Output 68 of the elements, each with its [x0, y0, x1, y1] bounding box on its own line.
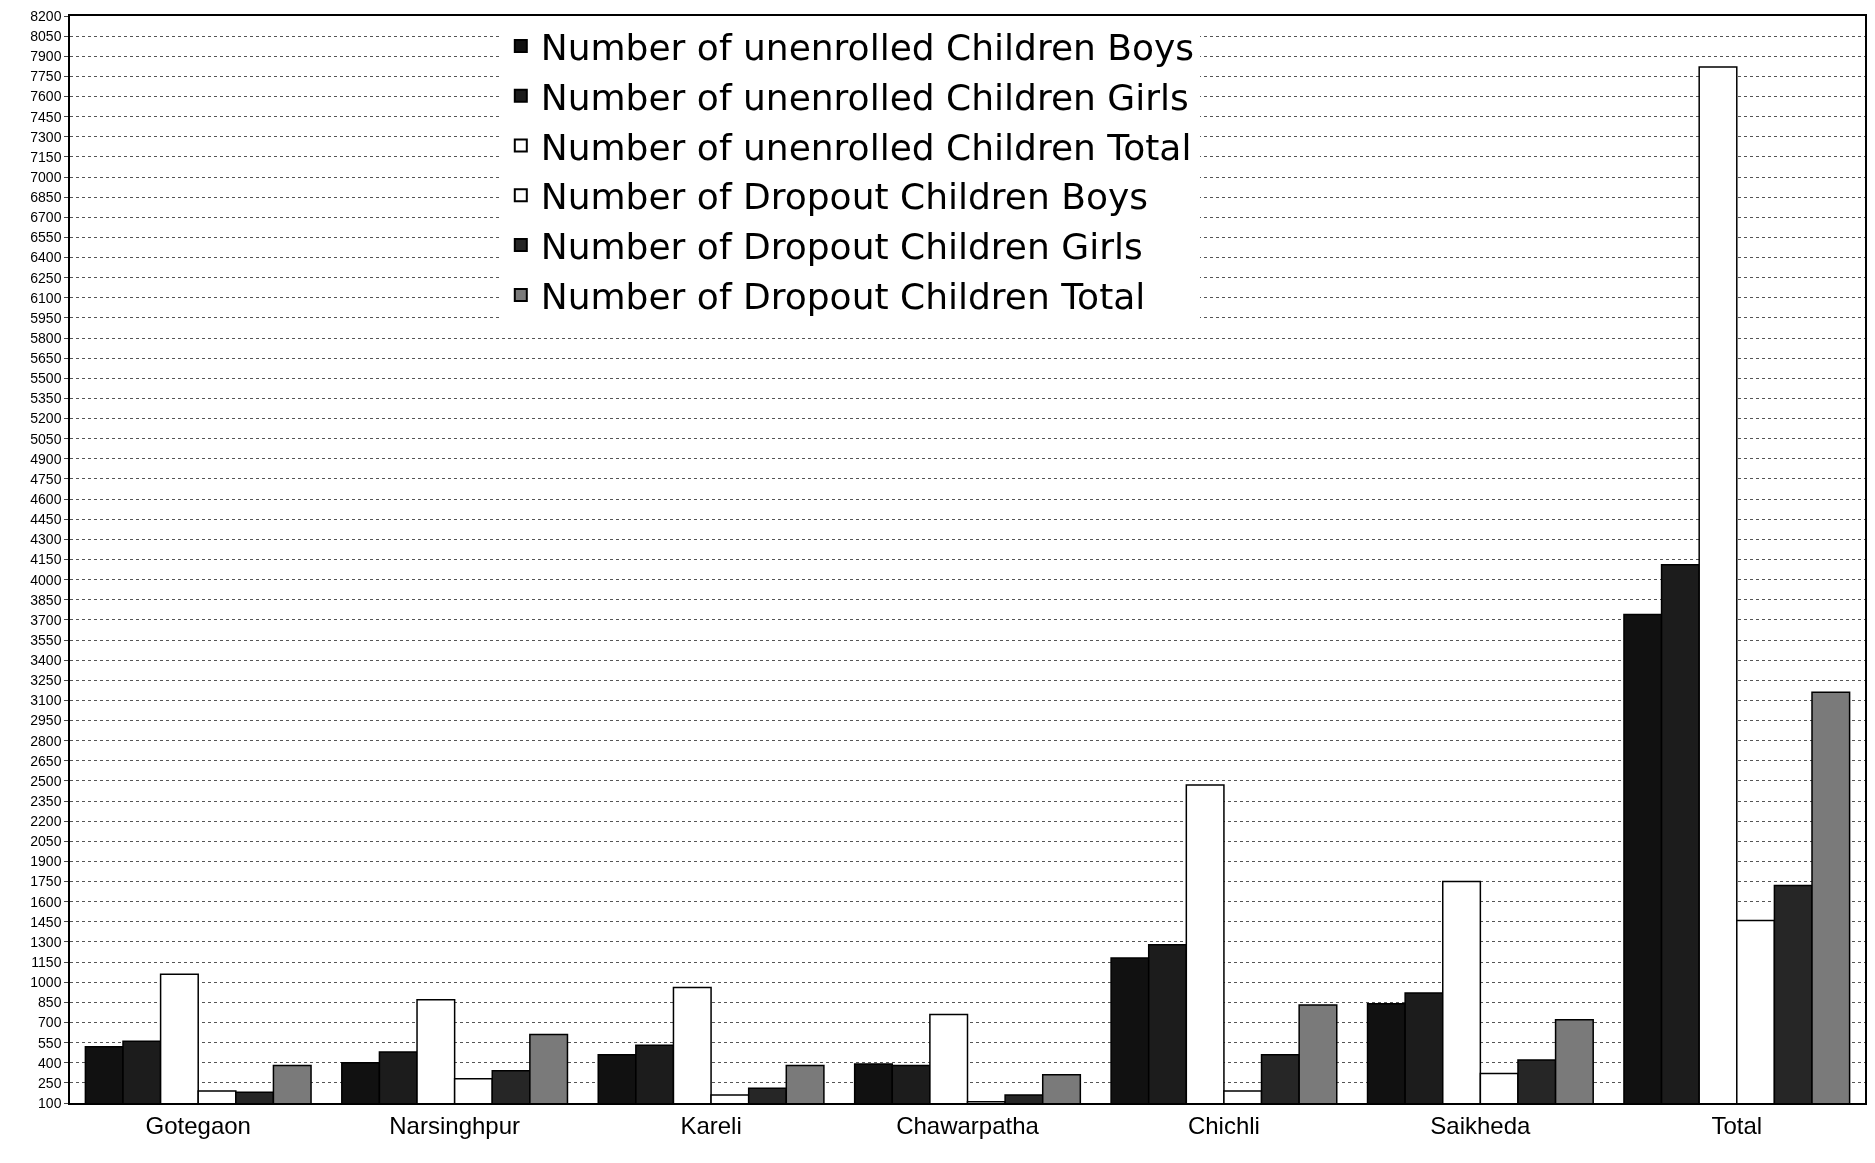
y-tick-label: 6550 [30, 229, 62, 246]
y-tick-label: 3400 [30, 652, 62, 669]
y-tick-label: 100 [38, 1094, 62, 1111]
y-tick-label: 4000 [30, 571, 62, 588]
legend-label: Number of Dropout Children Girls [540, 226, 1143, 268]
x-tick-label: Kareli [680, 1111, 742, 1139]
y-tick-label: 2050 [30, 833, 62, 850]
y-tick-label: 250 [38, 1074, 62, 1091]
y-tick-label: 400 [38, 1054, 62, 1071]
y-tick-label: 2950 [30, 712, 62, 729]
y-tick-label: 8200 [30, 7, 62, 24]
y-tick-label: 5500 [30, 370, 62, 387]
y-tick-label: 7900 [30, 48, 62, 65]
y-tick-label: 5350 [30, 390, 62, 407]
x-tick-label: Narsinghpur [389, 1111, 521, 1139]
y-tick-label: 4750 [30, 470, 62, 487]
y-tick-label: 700 [38, 1014, 62, 1031]
y-tick-label: 3850 [30, 591, 62, 608]
x-tick-label: Chichli [1187, 1111, 1260, 1139]
y-tick-label: 1000 [30, 974, 62, 991]
x-tick-label: Gotegaon [145, 1111, 251, 1139]
y-tick-label: 1600 [30, 893, 62, 910]
y-tick-label: 4450 [30, 511, 62, 528]
y-tick-label: 5050 [30, 430, 62, 447]
y-tick-label: 7600 [30, 88, 62, 105]
y-tick-label: 8050 [30, 28, 62, 45]
y-tick-label: 6700 [30, 209, 62, 226]
y-tick-label: 7750 [30, 68, 62, 85]
legend-label: Number of unenrolled Children Total [540, 126, 1192, 168]
x-tick-label: Saikheda [1430, 1111, 1532, 1139]
y-tick-label: 3550 [30, 631, 62, 648]
legend-label: Number of unenrolled Children Girls [540, 76, 1189, 118]
y-tick-label: 7150 [30, 148, 62, 165]
y-tick-label: 5800 [30, 329, 62, 346]
x-tick-label: Chawarpatha [896, 1111, 1040, 1139]
y-tick-label: 4300 [30, 531, 62, 548]
legend-label: Number of Dropout Children Boys [540, 176, 1149, 218]
y-tick-label: 1450 [30, 913, 62, 930]
legend-label: Number of unenrolled Children Boys [540, 26, 1195, 68]
y-tick-label: 5200 [30, 410, 62, 427]
legend-label: Number of Dropout Children Total [540, 275, 1146, 317]
y-tick-label: 7000 [30, 168, 62, 185]
y-tick-label: 3250 [30, 672, 62, 689]
x-tick-label: Total [1711, 1111, 1763, 1139]
y-tick-label: 1300 [30, 933, 62, 950]
y-tick-label: 550 [38, 1034, 62, 1051]
y-tick-label: 3100 [30, 692, 62, 709]
y-tick-label: 1150 [31, 953, 62, 970]
y-tick-label: 2800 [30, 732, 62, 749]
y-tick-label: 2350 [30, 792, 62, 809]
y-tick-label: 1750 [30, 873, 62, 890]
y-tick-label: 6850 [30, 189, 62, 206]
y-tick-label: 7300 [30, 128, 62, 145]
y-tick-label: 5650 [30, 350, 62, 367]
y-tick-label: 1900 [30, 853, 62, 870]
y-tick-label: 6250 [30, 269, 62, 286]
y-tick-label: 6400 [30, 249, 62, 266]
y-tick-label: 4900 [30, 450, 62, 467]
y-tick-label: 2650 [30, 752, 62, 769]
y-tick-label: 7450 [30, 108, 62, 125]
y-tick-label: 4150 [30, 551, 62, 568]
y-tick-label: 4600 [30, 491, 62, 508]
y-tick-label: 3700 [30, 611, 62, 628]
y-tick-label: 6100 [30, 289, 62, 306]
y-tick-label: 5950 [30, 309, 62, 326]
y-tick-label: 2500 [30, 772, 62, 789]
y-tick-label: 850 [38, 994, 62, 1011]
y-tick-label: 2200 [30, 813, 62, 830]
